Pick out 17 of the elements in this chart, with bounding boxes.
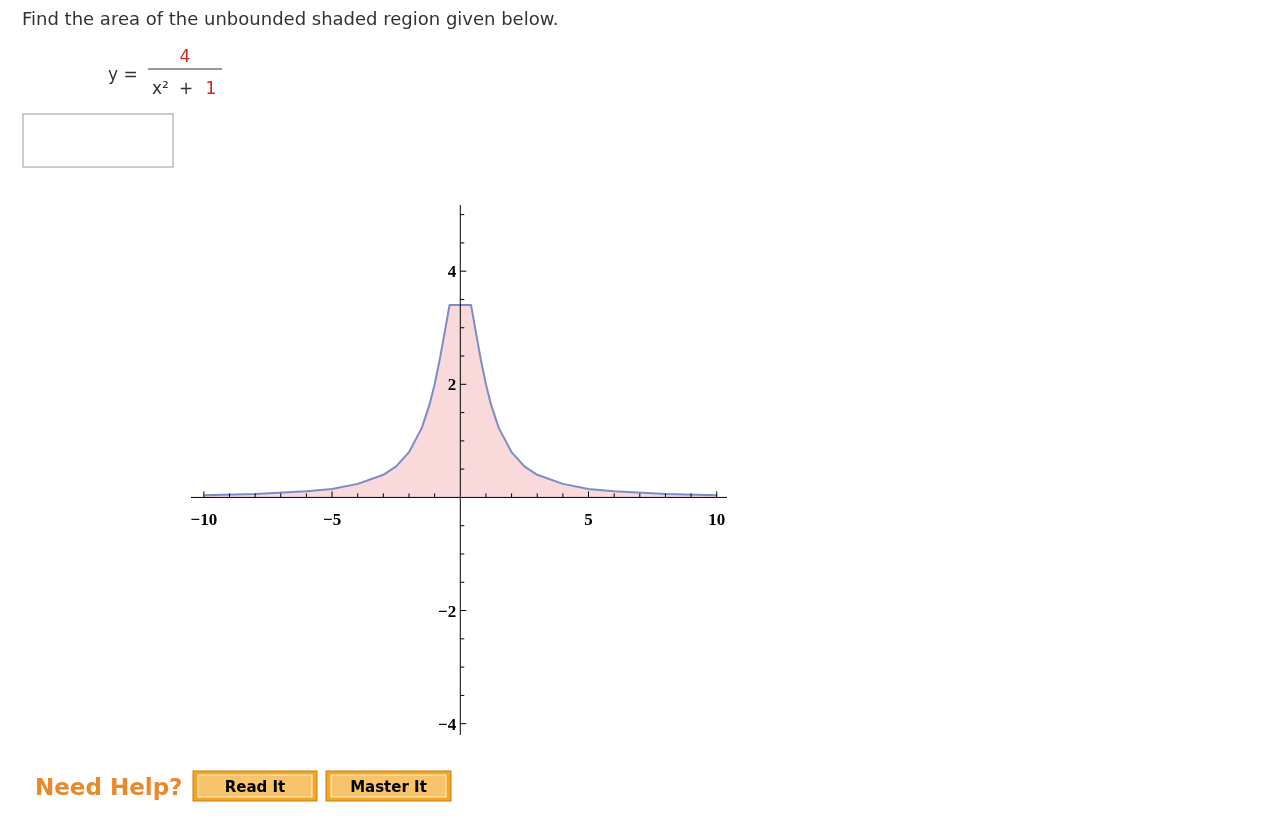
text: Master It bbox=[350, 778, 427, 796]
x-tick-label: −10 bbox=[190, 510, 218, 530]
text: y = bbox=[108, 64, 138, 84]
y-tick-label: 2 bbox=[447, 375, 457, 395]
y-tick-label: 4 bbox=[447, 262, 457, 282]
y-tick-label: −2 bbox=[438, 601, 457, 621]
chart-title: Find the area of the unbounded shaded region given below. bbox=[22, 8, 559, 29]
x-tick-label: 10 bbox=[708, 510, 726, 530]
text: 4 bbox=[179, 46, 191, 66]
text: 1 bbox=[205, 78, 217, 98]
x-tick-label: 5 bbox=[584, 510, 593, 530]
x-tick-label: −5 bbox=[322, 510, 342, 530]
y-tick-label: −4 bbox=[438, 714, 457, 734]
text: + bbox=[178, 78, 194, 98]
text: Read It bbox=[224, 778, 286, 796]
text: Need Help? bbox=[35, 774, 183, 800]
text: x² bbox=[152, 78, 169, 98]
